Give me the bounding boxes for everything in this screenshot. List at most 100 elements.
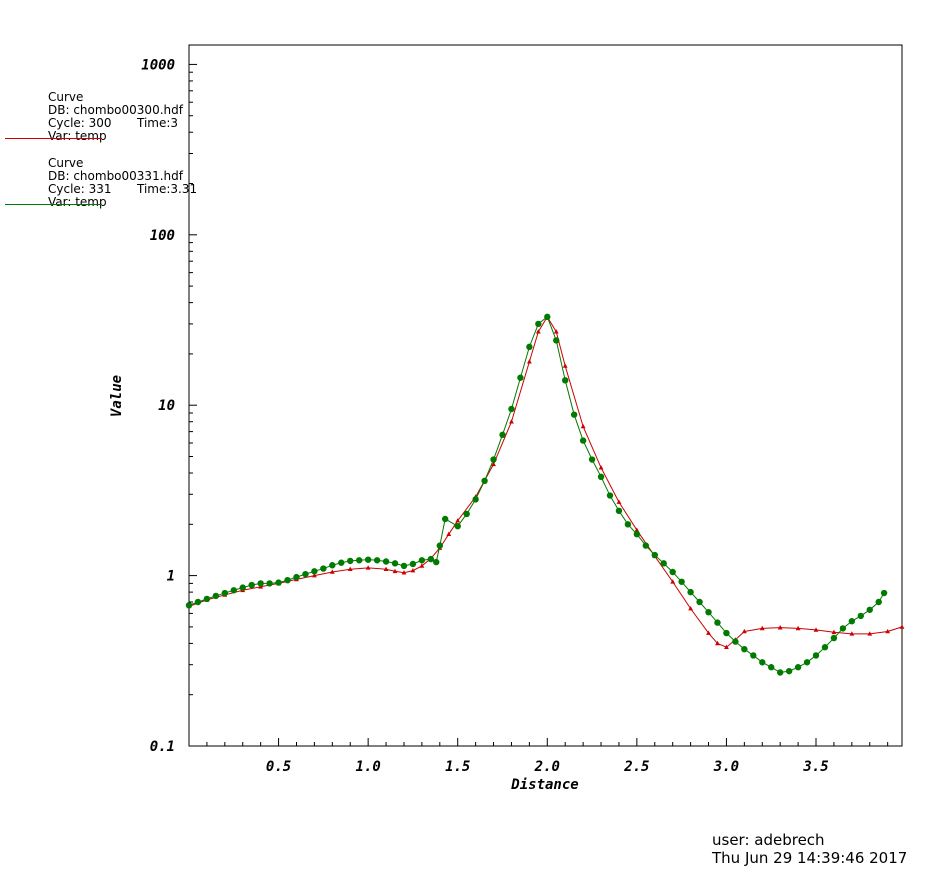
- x-tick-label: 0.5: [266, 759, 291, 775]
- data-point: [472, 496, 479, 503]
- data-point: [597, 473, 605, 481]
- data-point: [257, 580, 264, 587]
- data-point: [794, 664, 802, 671]
- data-point: [616, 499, 622, 504]
- data-point: [517, 374, 524, 381]
- x-tick-label: 1.5: [445, 759, 470, 775]
- legend-2-swatch: [5, 204, 102, 205]
- data-point: [320, 565, 327, 572]
- data-point: [302, 570, 309, 578]
- data-point: [248, 581, 255, 589]
- legend-1-cycle: Cycle: 300: [48, 116, 112, 130]
- data-point: [795, 625, 801, 631]
- data-point: [706, 630, 711, 635]
- data-point: [848, 618, 856, 625]
- data-point: [338, 559, 345, 566]
- data-point: [849, 631, 855, 636]
- data-point: [670, 579, 676, 584]
- legend-2-title: Curve: [48, 156, 84, 170]
- y-tick-label: 100: [150, 228, 175, 244]
- data-point: [212, 592, 220, 600]
- data-point: [615, 507, 623, 515]
- data-point: [687, 588, 694, 596]
- data-point: [696, 598, 703, 606]
- data-point: [580, 423, 586, 429]
- data-point: [723, 629, 730, 637]
- data-point: [373, 557, 381, 564]
- data-point: [526, 359, 532, 364]
- footer-user: user: adebrech: [712, 831, 825, 849]
- legend-1-title: Curve: [48, 90, 84, 104]
- data-point: [347, 557, 354, 565]
- data-point: [391, 560, 399, 567]
- x-tick-label: 2.0: [534, 759, 560, 775]
- data-point: [284, 576, 291, 584]
- data-point: [436, 542, 444, 549]
- axes-frame: [188, 44, 903, 747]
- data-point: [624, 521, 632, 528]
- data-point: [857, 612, 864, 620]
- data-point: [821, 644, 829, 651]
- data-point: [355, 557, 363, 564]
- y-tick-label: 0.1: [150, 739, 175, 755]
- data-point: [688, 606, 694, 611]
- legend-2-time: Time:3.31: [137, 182, 198, 196]
- data-point: [481, 477, 488, 485]
- data-point: [768, 664, 775, 671]
- y-tick-label: 1000: [141, 57, 175, 73]
- data-point: [347, 566, 353, 572]
- data-point: [867, 631, 873, 636]
- data-point: [678, 578, 685, 585]
- data-point: [266, 580, 273, 587]
- data-point: [275, 579, 282, 586]
- data-point: [553, 329, 559, 334]
- data-point: [446, 531, 452, 536]
- legend-1-var: Var: temp: [48, 129, 107, 143]
- data-point: [509, 419, 514, 424]
- data-point: [839, 625, 847, 632]
- data-point: [741, 645, 748, 653]
- data-point: [293, 573, 300, 581]
- data-point: [311, 568, 318, 575]
- data-point: [759, 659, 766, 666]
- data-point: [508, 405, 515, 413]
- data-point: [221, 589, 229, 597]
- data-point: [830, 634, 838, 642]
- series-line-1: [188, 315, 903, 648]
- data-point: [419, 563, 425, 568]
- data-point: [544, 313, 551, 321]
- data-point: [759, 625, 765, 631]
- data-point: [382, 558, 390, 565]
- data-point: [724, 644, 729, 650]
- legend-1-time: Time:3: [137, 116, 179, 130]
- data-point: [400, 562, 408, 570]
- data-point: [329, 562, 336, 569]
- legend-2-db: DB: chombo00331.hdf: [48, 169, 183, 183]
- data-point: [185, 602, 193, 609]
- y-axis-label: Value: [109, 375, 125, 417]
- data-point: [660, 560, 667, 567]
- data-point: [813, 627, 819, 632]
- x-axis-label: Distance: [510, 777, 578, 793]
- data-point: [579, 437, 587, 444]
- data-point: [606, 492, 614, 499]
- data-point: [410, 567, 416, 573]
- data-point: [427, 555, 435, 563]
- y-tick-label: 1: [167, 569, 175, 585]
- data-point: [535, 329, 541, 334]
- legend-2-var: Var: temp: [48, 195, 107, 209]
- data-point: [329, 569, 335, 574]
- legend-1-swatch: [5, 138, 102, 139]
- data-point: [392, 568, 398, 574]
- data-point: [812, 652, 820, 659]
- plot-border: [188, 44, 903, 747]
- footer-date: Thu Jun 29 14:39:46 2017: [712, 849, 908, 867]
- legend-2-cycle: Cycle: 331: [48, 182, 112, 196]
- data-point: [383, 566, 389, 572]
- data-point: [364, 556, 372, 563]
- data-point: [899, 624, 905, 629]
- x-tick-label: 1.0: [355, 759, 380, 775]
- y-tick-label: 10: [158, 398, 175, 414]
- data-point: [562, 377, 569, 384]
